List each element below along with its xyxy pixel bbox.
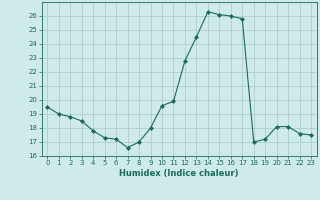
- X-axis label: Humidex (Indice chaleur): Humidex (Indice chaleur): [119, 169, 239, 178]
